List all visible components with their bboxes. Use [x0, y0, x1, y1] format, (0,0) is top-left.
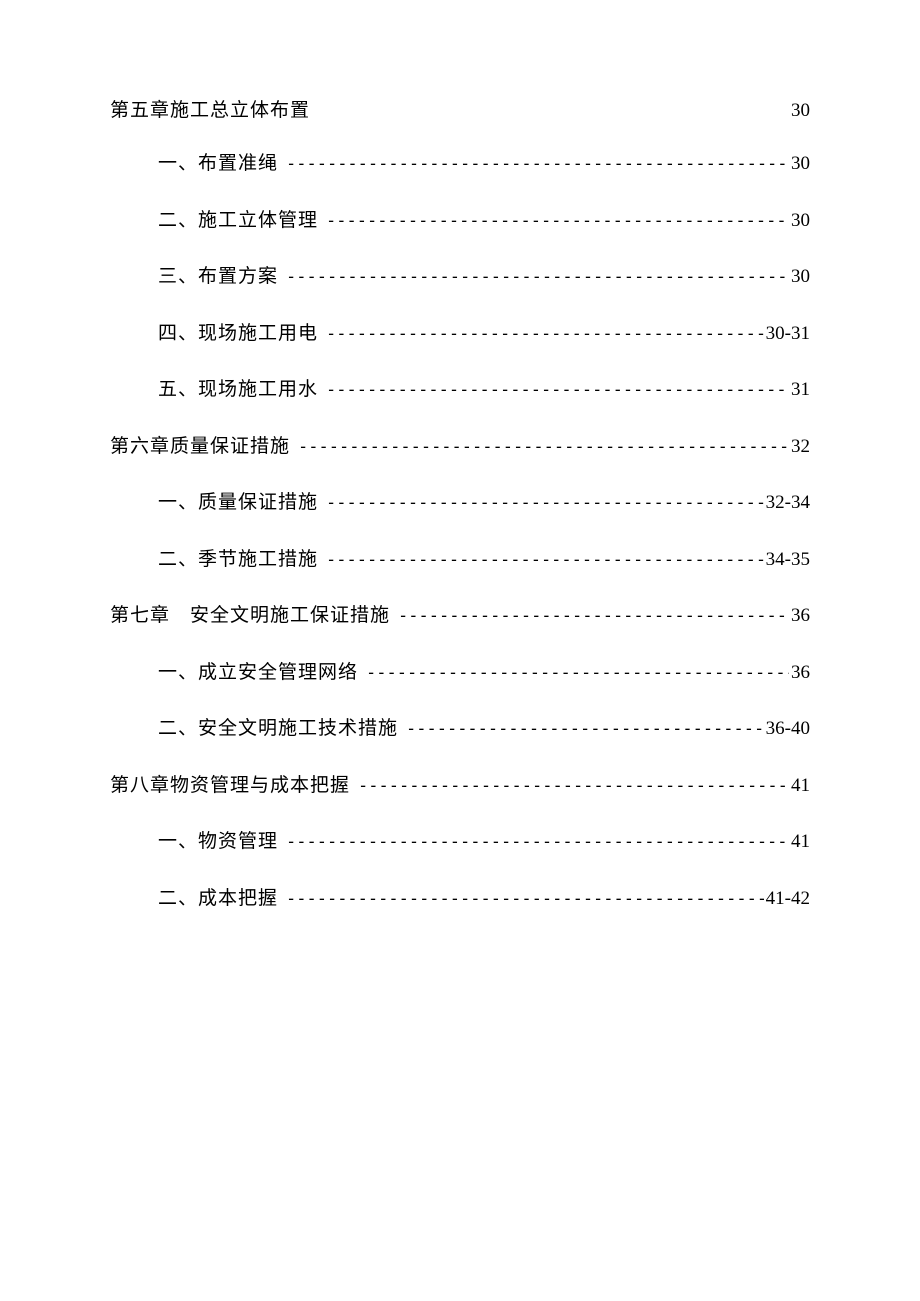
- toc-entry-page: 30: [789, 150, 810, 179]
- toc-entry-page: 30: [789, 207, 810, 236]
- toc-leader-dashes: ----------------------------------------…: [278, 887, 764, 913]
- toc-entry-label: 四、现场施工用电: [158, 320, 318, 349]
- toc-entry-label: 二、施工立体管理: [158, 207, 318, 236]
- toc-chapter-entry: 第五章施工总立体布置 30: [110, 95, 810, 122]
- toc-leader-dashes: ----------------------------------------…: [318, 378, 789, 404]
- toc-leader-dashes: ----------------------------------------…: [358, 661, 789, 687]
- toc-entry-label: 第七章 安全文明施工保证措施: [110, 602, 390, 631]
- toc-entry-page: 30-31: [764, 320, 810, 349]
- toc-entry-page: 31: [789, 376, 810, 405]
- toc-entry-label: 二、成本把握: [158, 885, 278, 914]
- toc-leader-dashes: ----------------------------------------…: [318, 209, 789, 235]
- toc-entry-label: 二、季节施工措施: [158, 546, 318, 575]
- toc-chapter-entry: 第七章 安全文明施工保证措施--------------------------…: [110, 602, 810, 631]
- toc-leader-dashes: ----------------------------------------…: [350, 774, 789, 800]
- toc-entry-page: 32-34: [764, 489, 810, 518]
- toc-entry-page: 36: [789, 602, 810, 631]
- toc-chapter-entry: 第六章质量保证措施-------------------------------…: [110, 433, 810, 462]
- toc-sub-entry: 二、季节施工措施--------------------------------…: [110, 546, 810, 575]
- toc-entry-page: 36-40: [764, 715, 810, 744]
- toc-entry-label: 三、布置方案: [158, 263, 278, 292]
- toc-entry-page: 30: [789, 263, 810, 292]
- toc-entry-label: 第五章施工总立体布置: [110, 95, 310, 122]
- toc-leader-dashes: ----------------------------------------…: [318, 548, 764, 574]
- toc-sub-entry: 二、施工立体管理--------------------------------…: [110, 207, 810, 236]
- toc-entry-label: 五、现场施工用水: [158, 376, 318, 405]
- toc-sub-entry: 一、质量保证措施--------------------------------…: [110, 489, 810, 518]
- toc-entry-label: 一、布置准绳: [158, 150, 278, 179]
- toc-entry-page: 41: [789, 828, 810, 857]
- toc-entry-label: 一、质量保证措施: [158, 489, 318, 518]
- toc-entry-label: 第六章质量保证措施: [110, 433, 290, 462]
- toc-leader-dashes: ----------------------------------------…: [278, 830, 789, 856]
- toc-sub-entry: 五、现场施工用水--------------------------------…: [110, 376, 810, 405]
- toc-sub-entry: 三、布置方案----------------------------------…: [110, 263, 810, 292]
- table-of-contents: 第五章施工总立体布置30一、布置准绳----------------------…: [110, 95, 810, 913]
- toc-entry-page: 41: [789, 772, 810, 801]
- toc-sub-entry: 一、成立安全管理网络------------------------------…: [110, 659, 810, 688]
- toc-entry-label: 一、成立安全管理网络: [158, 659, 358, 688]
- toc-leader-dashes: ----------------------------------------…: [398, 717, 764, 743]
- toc-leader-dashes: ----------------------------------------…: [318, 491, 764, 517]
- toc-sub-entry: 二、成本把握----------------------------------…: [110, 885, 810, 914]
- toc-sub-entry: 一、物资管理----------------------------------…: [110, 828, 810, 857]
- toc-leader-dashes: ----------------------------------------…: [390, 604, 789, 630]
- toc-sub-entry: 一、布置准绳----------------------------------…: [110, 150, 810, 179]
- toc-entry-page: 30: [791, 100, 810, 122]
- toc-leader-dashes: ----------------------------------------…: [318, 322, 764, 348]
- toc-leader-dashes: ----------------------------------------…: [278, 152, 789, 178]
- toc-entry-page: 32: [789, 433, 810, 462]
- toc-chapter-entry: 第八章物资管理与成本把握----------------------------…: [110, 772, 810, 801]
- toc-entry-label: 二、安全文明施工技术措施: [158, 715, 398, 744]
- toc-leader-dashes: ----------------------------------------…: [278, 265, 789, 291]
- toc-entry-page: 34-35: [764, 546, 810, 575]
- toc-sub-entry: 四、现场施工用电--------------------------------…: [110, 320, 810, 349]
- toc-entry-label: 一、物资管理: [158, 828, 278, 857]
- toc-entry-label: 第八章物资管理与成本把握: [110, 772, 350, 801]
- toc-leader-dashes: ----------------------------------------…: [290, 435, 789, 461]
- toc-sub-entry: 二、安全文明施工技术措施----------------------------…: [110, 715, 810, 744]
- toc-entry-page: 36: [789, 659, 810, 688]
- toc-entry-page: 41-42: [764, 885, 810, 914]
